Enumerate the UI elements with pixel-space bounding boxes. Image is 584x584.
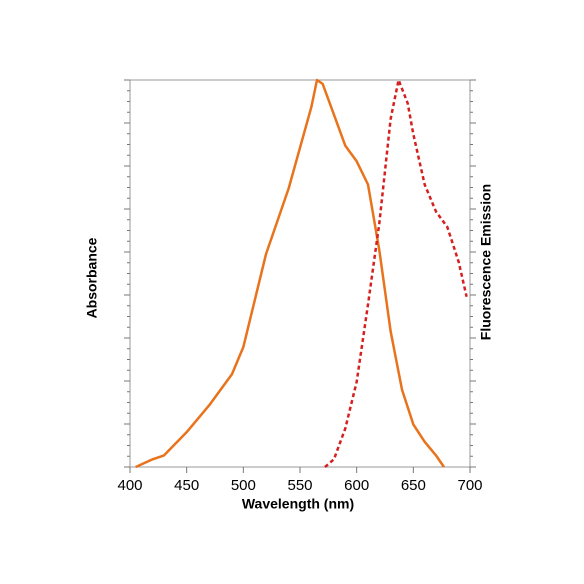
line (324, 78, 468, 468)
y-axis-label: Absorbance (84, 237, 100, 318)
x-tick-label: 650 (401, 477, 426, 494)
x-tick-label: 450 (174, 477, 199, 494)
line (135, 78, 445, 469)
y2-axis-label: Fluorescence Emission (478, 184, 494, 340)
x-tick-label: 500 (231, 477, 256, 494)
x-axis-label: Wavelength (nm) (242, 496, 354, 512)
x-tick-label: 400 (117, 477, 142, 494)
plot-frame (129, 79, 471, 468)
x-tick-label: 700 (457, 477, 482, 494)
x-tick-label: 600 (344, 477, 369, 494)
x-tick-label: 550 (287, 477, 312, 494)
